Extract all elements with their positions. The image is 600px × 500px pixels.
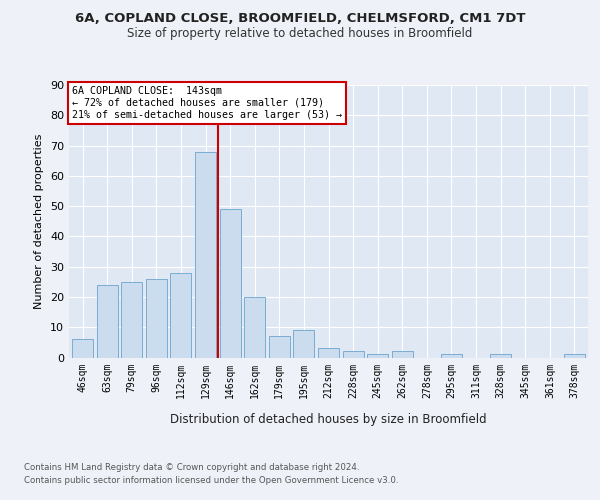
Bar xyxy=(220,209,241,358)
Bar xyxy=(97,285,118,358)
Bar xyxy=(490,354,511,358)
Bar xyxy=(146,279,167,357)
Text: Size of property relative to detached houses in Broomfield: Size of property relative to detached ho… xyxy=(127,28,473,40)
Bar xyxy=(564,354,585,358)
Bar xyxy=(121,282,142,358)
Bar xyxy=(293,330,314,357)
Bar xyxy=(195,152,216,358)
Bar xyxy=(367,354,388,358)
Bar xyxy=(269,336,290,357)
Bar xyxy=(72,340,93,357)
Text: Contains public sector information licensed under the Open Government Licence v3: Contains public sector information licen… xyxy=(24,476,398,485)
Bar xyxy=(170,272,191,358)
Y-axis label: Number of detached properties: Number of detached properties xyxy=(34,134,44,309)
Bar xyxy=(392,352,413,358)
Text: Contains HM Land Registry data © Crown copyright and database right 2024.: Contains HM Land Registry data © Crown c… xyxy=(24,462,359,471)
Bar xyxy=(318,348,339,358)
Bar xyxy=(441,354,462,358)
Text: Distribution of detached houses by size in Broomfield: Distribution of detached houses by size … xyxy=(170,412,487,426)
Text: 6A, COPLAND CLOSE, BROOMFIELD, CHELMSFORD, CM1 7DT: 6A, COPLAND CLOSE, BROOMFIELD, CHELMSFOR… xyxy=(75,12,525,26)
Bar xyxy=(244,297,265,358)
Text: 6A COPLAND CLOSE:  143sqm
← 72% of detached houses are smaller (179)
21% of semi: 6A COPLAND CLOSE: 143sqm ← 72% of detach… xyxy=(71,86,341,120)
Bar xyxy=(343,352,364,358)
